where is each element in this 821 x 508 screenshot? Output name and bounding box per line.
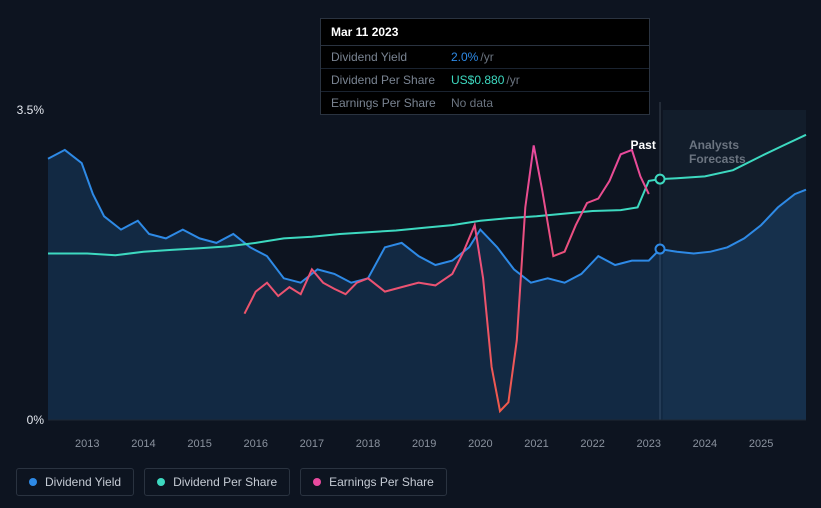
tooltip-metric-label: Dividend Per Share bbox=[331, 73, 451, 87]
x-tick-label: 2024 bbox=[693, 438, 717, 450]
tooltip-metric-value: 2.0% bbox=[451, 50, 478, 64]
legend-dot-icon bbox=[313, 478, 321, 486]
legend-label: Dividend Per Share bbox=[173, 475, 277, 489]
x-tick-label: 2021 bbox=[524, 438, 548, 450]
x-tick-label: 2025 bbox=[749, 438, 773, 450]
x-tick-label: 2022 bbox=[580, 438, 604, 450]
tooltip-row: Earnings Per ShareNo data bbox=[321, 92, 649, 114]
dividend-per-share-marker bbox=[656, 175, 665, 184]
past-label: Past bbox=[630, 138, 655, 152]
tooltip-metric-label: Dividend Yield bbox=[331, 50, 451, 64]
x-tick-label: 2015 bbox=[187, 438, 211, 450]
x-tick-label: 2023 bbox=[637, 438, 661, 450]
legend-item[interactable]: Dividend Yield bbox=[16, 468, 134, 496]
legend-dot-icon bbox=[29, 478, 37, 486]
legend-dot-icon bbox=[157, 478, 165, 486]
legend-label: Dividend Yield bbox=[45, 475, 121, 489]
legend-item[interactable]: Earnings Per Share bbox=[300, 468, 447, 496]
legend: Dividend Yield Dividend Per Share Earnings… bbox=[16, 468, 447, 496]
hover-tooltip: Mar 11 2023 Dividend Yield2.0% /yrDivide… bbox=[320, 18, 650, 115]
tooltip-metric-value: US$0.880 bbox=[451, 73, 504, 87]
tooltip-suffix: /yr bbox=[506, 73, 519, 87]
x-tick-label: 2016 bbox=[243, 438, 267, 450]
x-tick-label: 2014 bbox=[131, 438, 155, 450]
legend-label: Earnings Per Share bbox=[329, 475, 434, 489]
y-tick-label: 3.5% bbox=[17, 103, 44, 117]
legend-item[interactable]: Dividend Per Share bbox=[144, 468, 290, 496]
tooltip-date: Mar 11 2023 bbox=[321, 19, 649, 46]
tooltip-metric-label: Earnings Per Share bbox=[331, 96, 451, 110]
y-tick-label: 0% bbox=[27, 413, 44, 427]
forecast-label: Analysts Forecasts bbox=[689, 138, 777, 166]
tooltip-suffix: /yr bbox=[480, 50, 493, 64]
x-tick-label: 2019 bbox=[412, 438, 436, 450]
x-tick-label: 2018 bbox=[356, 438, 380, 450]
tooltip-metric-value: No data bbox=[451, 96, 493, 110]
dividend-yield-marker bbox=[656, 245, 665, 254]
x-tick-label: 2017 bbox=[300, 438, 324, 450]
tooltip-row: Dividend Per ShareUS$0.880 /yr bbox=[321, 69, 649, 92]
x-tick-label: 2013 bbox=[75, 438, 99, 450]
tooltip-row: Dividend Yield2.0% /yr bbox=[321, 46, 649, 69]
x-tick-label: 2020 bbox=[468, 438, 492, 450]
